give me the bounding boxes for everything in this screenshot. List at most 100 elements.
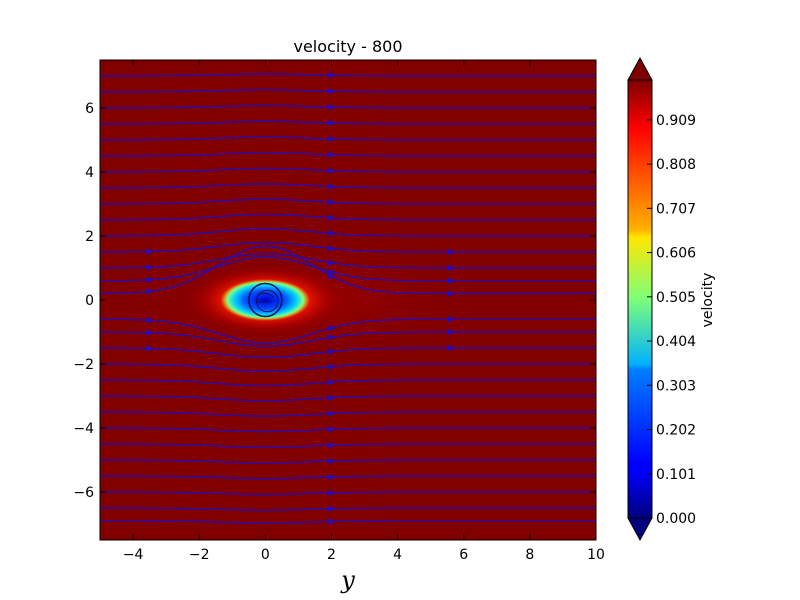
streamline <box>100 395 596 402</box>
y-tick-label: 2 <box>85 229 94 245</box>
streamline-arrow <box>447 316 455 323</box>
colorbar-extend-max <box>627 56 653 81</box>
streamline-arrow <box>328 442 336 449</box>
y-tick-label: 4 <box>85 165 94 181</box>
streamlines <box>100 72 596 525</box>
streamline <box>100 253 596 269</box>
streamline-arrow <box>447 264 455 271</box>
streamline-arrow <box>328 489 336 496</box>
streamline-arrow <box>328 183 336 190</box>
streamline <box>100 379 596 387</box>
x-tick-label: −4 <box>123 547 144 563</box>
x-tick-label: 0 <box>261 547 270 563</box>
colorbar-extend-min <box>627 517 653 542</box>
streamline <box>100 475 596 480</box>
streamline-arrow <box>328 458 336 465</box>
x-tick-label: 6 <box>459 547 468 563</box>
x-tick-label: 2 <box>327 547 336 563</box>
streamline <box>100 491 596 495</box>
streamline <box>100 213 596 221</box>
streamline-arrow <box>146 264 154 271</box>
streamline <box>100 89 596 93</box>
plot-area <box>100 60 596 540</box>
streamline-arrow <box>328 214 336 221</box>
streamline-arrow <box>328 324 336 331</box>
streamline <box>100 198 596 205</box>
colorbar: 0.000 0.101 0.202 0.303 0.404 0.505 0.606 0.707… <box>627 56 696 542</box>
x-tick-label: −2 <box>189 547 210 563</box>
y-tick-label: −4 <box>73 421 94 437</box>
colorbar-gradient <box>627 79 653 519</box>
colorbar-tick-label: 0.303 <box>656 378 696 394</box>
streamline-arrow <box>447 329 455 336</box>
streamline-arrow <box>328 394 336 401</box>
streamline-arrow <box>328 410 336 417</box>
streamline-arrow <box>328 273 336 280</box>
streamline-arrow <box>146 345 154 352</box>
streamline <box>100 256 596 282</box>
colorbar-tick-label: 0.808 <box>656 157 696 173</box>
streamline-arrow <box>328 259 336 266</box>
streamline-arrow <box>146 317 154 324</box>
streamline-arrow <box>328 518 336 525</box>
streamline-arrow <box>328 348 336 355</box>
streamline <box>100 363 596 372</box>
colorbar-tick-label: 0.505 <box>656 290 696 306</box>
y-axis: −6 −4 −2 0 2 4 6 <box>73 101 596 501</box>
streamline-arrow <box>328 120 336 127</box>
x-axis-label: y <box>340 566 355 594</box>
vortex-ring <box>256 289 279 313</box>
colorbar-tick-label: 0.202 <box>656 423 696 439</box>
streamline <box>100 105 596 109</box>
y-tick-label: 0 <box>85 293 94 309</box>
x-tick-label: 10 <box>587 547 605 563</box>
obstacle-low-velocity-core <box>220 279 310 321</box>
streamline <box>100 245 596 295</box>
streamline-arrow <box>328 230 336 237</box>
streamline <box>100 347 596 359</box>
streamline-arrow <box>146 276 154 283</box>
streamline-arrow <box>328 88 336 95</box>
streamline <box>100 241 596 253</box>
x-axis: −4 −2 0 2 4 6 8 10 <box>123 60 605 563</box>
x-tick-label: 8 <box>525 547 534 563</box>
streamline <box>100 120 596 125</box>
streamline <box>100 73 596 77</box>
streamline <box>100 228 596 237</box>
streamline-arrow <box>328 151 336 158</box>
streamline-arrow <box>447 277 455 284</box>
streamline-arrow <box>328 245 336 252</box>
streamline <box>100 136 596 141</box>
streamline <box>100 507 596 511</box>
streamline <box>100 183 596 189</box>
chart-title: velocity - 800 <box>293 37 402 56</box>
streamline-arrow <box>328 379 336 386</box>
colorbar-tick-label: 0.707 <box>656 201 696 217</box>
streamline-arrow <box>328 363 336 370</box>
streamline <box>100 459 596 464</box>
streamline-arrow <box>146 248 154 255</box>
streamline-arrow <box>328 135 336 142</box>
streamline-arrow <box>328 269 336 276</box>
streamline-arrow <box>447 248 455 255</box>
streamline-arrow <box>328 104 336 111</box>
streamline <box>100 318 596 344</box>
streamline-arrow <box>447 345 455 352</box>
streamline-arrow <box>328 199 336 206</box>
streamline-arrow <box>146 329 154 336</box>
streamline <box>100 520 596 524</box>
colorbar-ticks: 0.000 0.101 0.202 0.303 0.404 0.505 0.606 0.707… <box>647 113 696 527</box>
y-tick-label: −2 <box>73 357 94 373</box>
streamline <box>100 331 596 347</box>
streamline-arrow <box>328 505 336 512</box>
y-tick-label: −6 <box>73 485 94 501</box>
colorbar-label: velocity <box>700 273 716 328</box>
vortex-arc <box>256 292 274 298</box>
streamline <box>100 443 596 448</box>
x-tick-label: 4 <box>393 547 402 563</box>
colorbar-tick-label: 0.404 <box>656 334 696 350</box>
colorbar-tick-label: 0.000 <box>656 511 696 527</box>
streamline-arrow <box>328 426 336 433</box>
y-tick-label: 6 <box>85 101 94 117</box>
